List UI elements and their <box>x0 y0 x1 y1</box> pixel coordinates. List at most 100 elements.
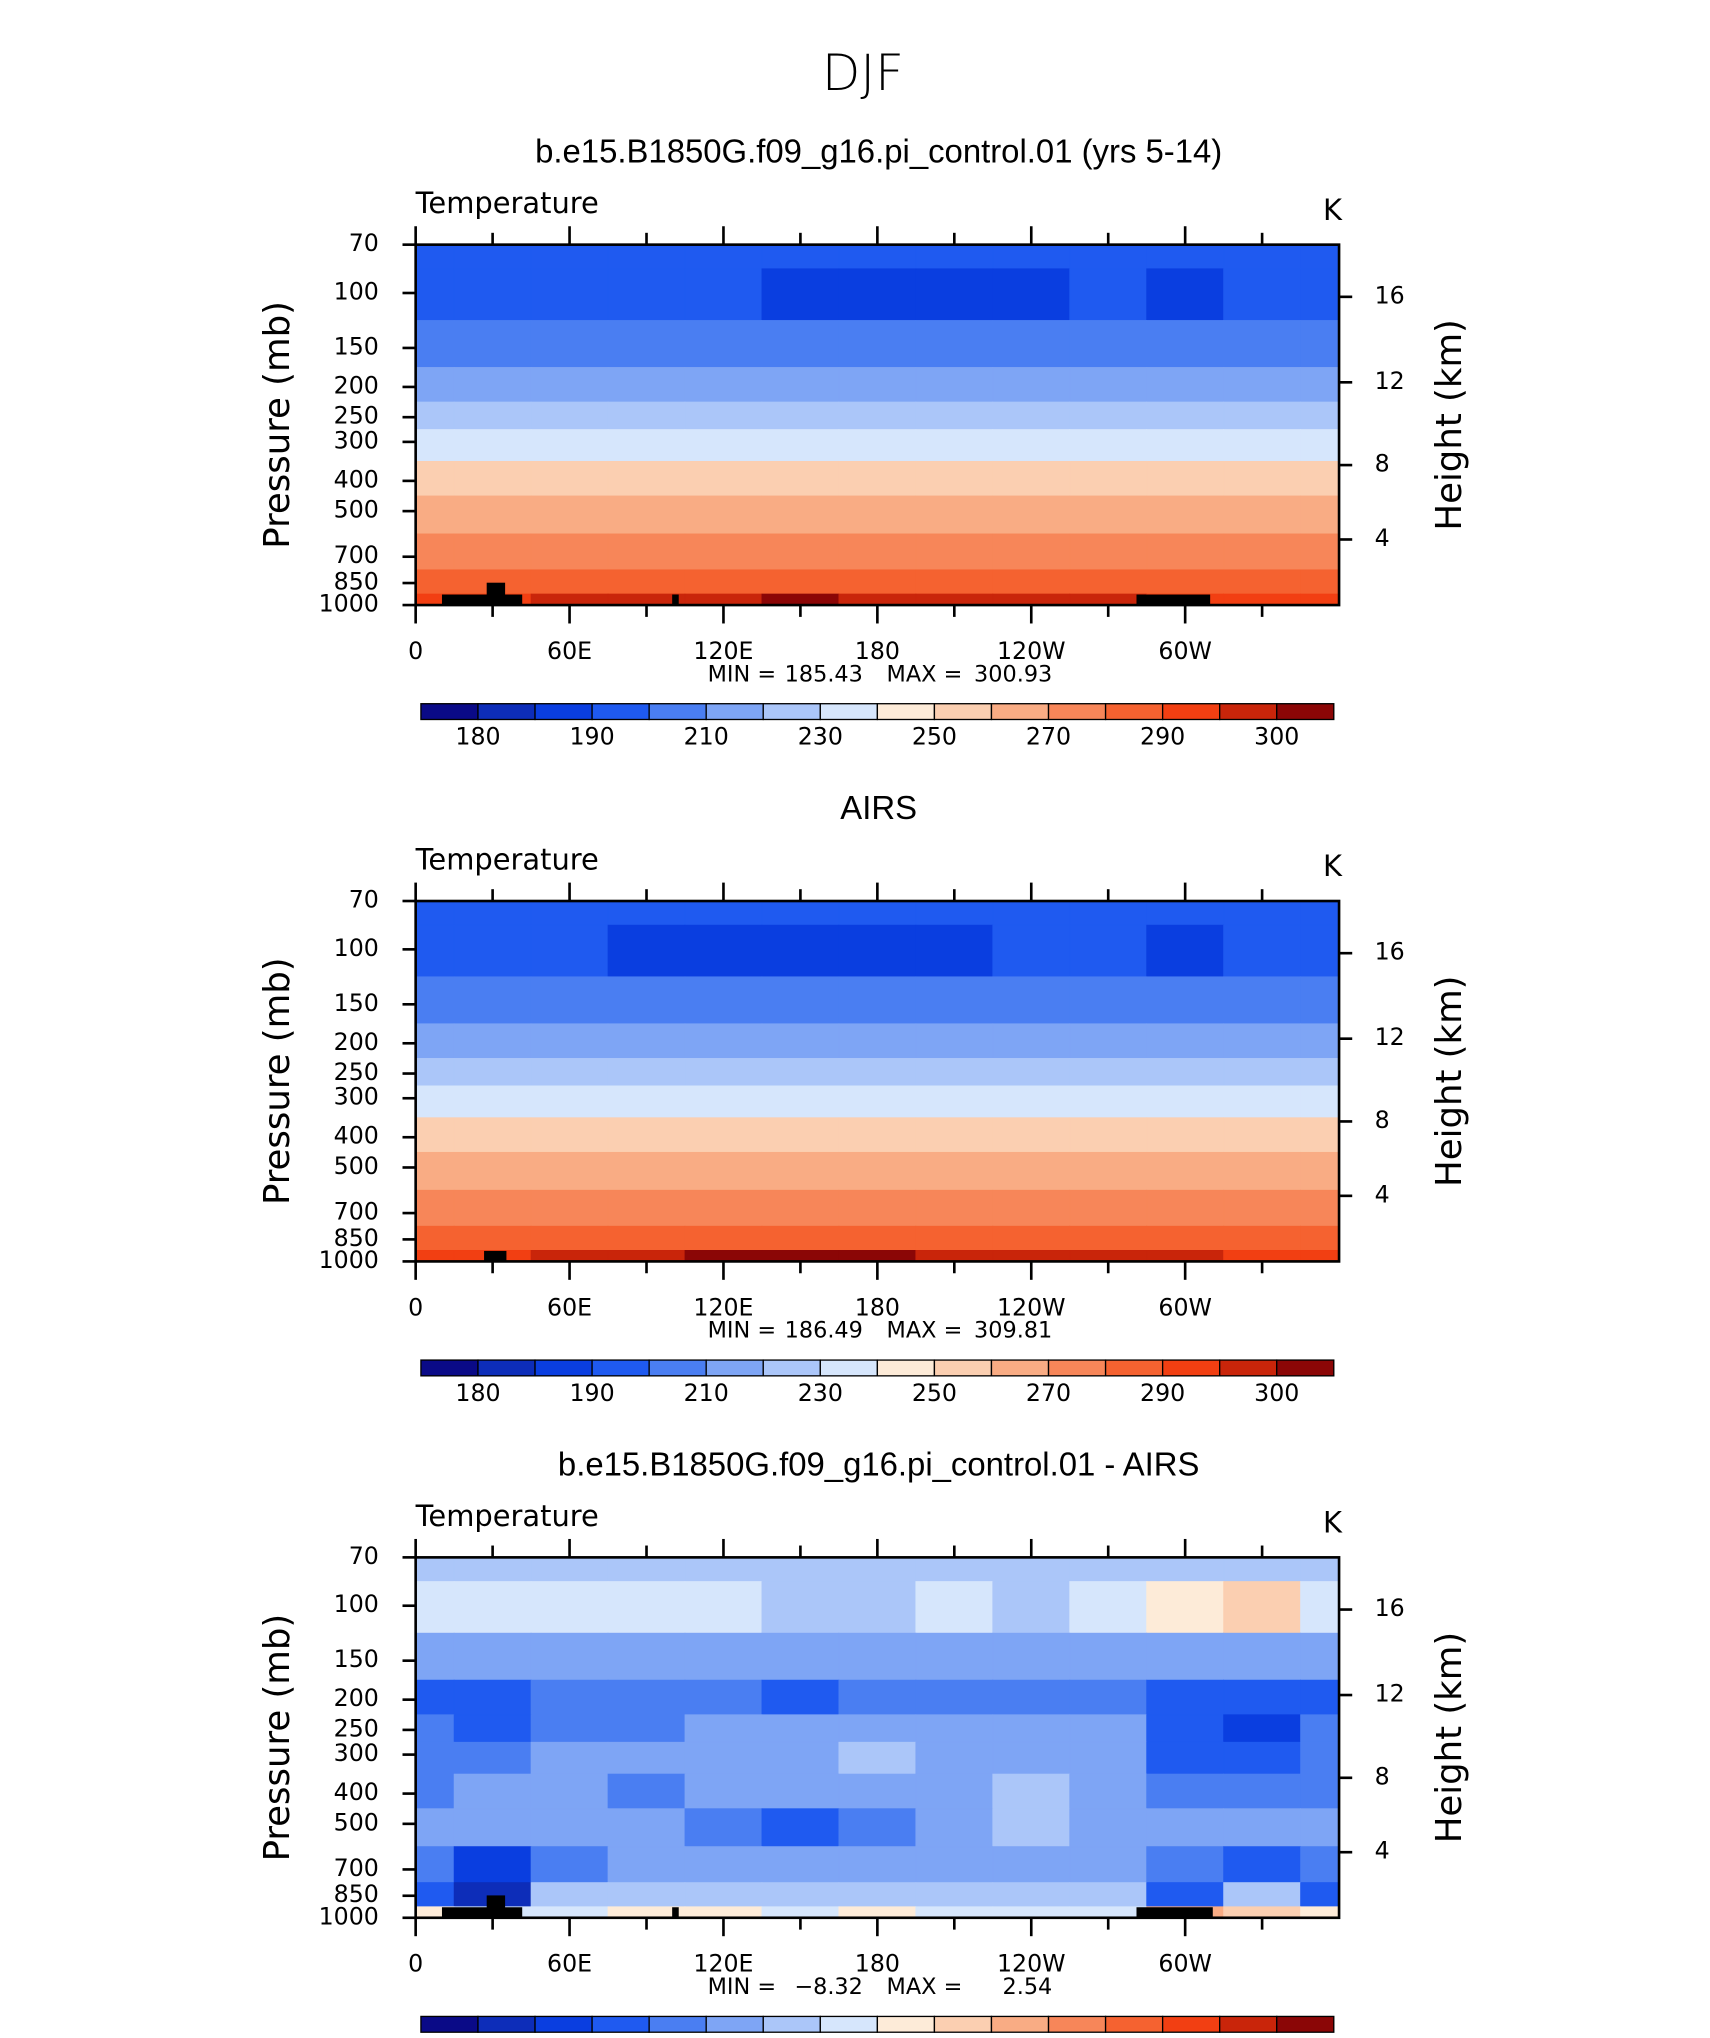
y-tick-label: 300 <box>334 1083 379 1111</box>
x-tick-label: 120E <box>693 1293 753 1321</box>
y-tick-label: 250 <box>334 402 379 430</box>
field-cell <box>915 924 994 978</box>
field-cell <box>915 1023 994 1059</box>
field-cell <box>915 1085 994 1119</box>
field-cell <box>453 976 532 1025</box>
field-cell <box>915 1714 994 1743</box>
colorbar-box <box>705 2015 764 2033</box>
colorbar-label: 300 <box>1254 722 1299 750</box>
field-cell <box>1223 976 1301 1025</box>
field-cell <box>684 460 763 497</box>
field-cell <box>1300 460 1340 497</box>
field-cell <box>1146 1632 1225 1681</box>
field-cell <box>607 1741 686 1775</box>
y-tick-label: 300 <box>334 426 379 454</box>
x-tick-label: 0 <box>408 1950 423 1978</box>
field-cell <box>607 1085 686 1119</box>
field-cell <box>453 1773 532 1810</box>
field-cell <box>1146 268 1225 321</box>
field-cell <box>684 1581 763 1634</box>
field-cell <box>992 1250 1071 1262</box>
field-cell <box>761 569 840 595</box>
field-cell <box>992 1846 1071 1883</box>
left-title: Temperature <box>415 843 599 877</box>
y2-tick-label: 16 <box>1375 281 1405 309</box>
field-cell <box>1069 429 1148 462</box>
field-cell <box>761 1225 840 1251</box>
field-cell <box>1300 1151 1340 1191</box>
field-cell <box>684 401 763 430</box>
field-cell <box>1146 1714 1225 1743</box>
field-cell <box>1146 1679 1225 1716</box>
y2-tick-label: 8 <box>1375 1106 1390 1134</box>
field-cell <box>1223 593 1301 606</box>
field-cell <box>1069 593 1148 606</box>
field-cell <box>415 320 455 368</box>
colorbar-label: 210 <box>684 1379 729 1407</box>
colorbar-label: 7 <box>1212 2035 1227 2038</box>
field-cell <box>607 244 686 270</box>
field-cell <box>992 320 1071 368</box>
field-cell <box>415 1679 455 1716</box>
field-cell <box>992 1151 1071 1191</box>
field-cell <box>838 1556 917 1582</box>
field-cell <box>530 244 609 270</box>
y2-tick-label: 8 <box>1375 1762 1390 1790</box>
field-cell <box>1146 1023 1225 1059</box>
field-cell <box>1146 924 1225 978</box>
field-cell <box>684 1085 763 1119</box>
y-tick-label: 700 <box>334 1854 379 1882</box>
colorbar-label: −1 <box>803 2035 838 2038</box>
field-cell <box>761 1581 840 1634</box>
field-cell <box>1300 1714 1340 1743</box>
field-cell <box>838 1882 917 1908</box>
y-tick-label: 250 <box>334 1058 379 1086</box>
field-cell <box>838 401 917 430</box>
field-cell <box>684 1058 763 1087</box>
field-cell <box>415 460 455 497</box>
field-cell <box>761 244 840 270</box>
min-value: 185.43 <box>785 661 863 687</box>
field-cell <box>1223 1151 1301 1191</box>
field-cell <box>1223 268 1301 321</box>
x-tick-label: 120W <box>997 637 1066 665</box>
x-tick-label: 60E <box>547 1950 592 1978</box>
field-cell <box>1146 1151 1225 1191</box>
field-cell <box>530 1085 609 1119</box>
colorbar-box <box>1219 2015 1278 2033</box>
field-cell <box>915 1556 994 1582</box>
min-caption: MIN = <box>708 1318 776 1344</box>
field-cell <box>607 1250 686 1262</box>
field-cell <box>607 1581 686 1634</box>
colorbar-box <box>1047 2015 1107 2033</box>
field-cell <box>415 569 455 595</box>
field-cell <box>992 1117 1071 1153</box>
field-cell <box>684 1882 763 1908</box>
colorbar-label: 5 <box>1155 2035 1170 2038</box>
field-cell <box>761 900 840 926</box>
field <box>415 244 1340 606</box>
field-cell <box>1300 1741 1340 1775</box>
field-cell <box>415 1189 455 1227</box>
field-cell <box>761 1117 840 1153</box>
field-cell <box>1069 1189 1148 1227</box>
field-cell <box>453 1556 532 1582</box>
field-cell <box>838 1808 917 1848</box>
field-cell <box>838 1250 917 1262</box>
field-cell <box>530 569 609 595</box>
field-cell <box>838 1741 917 1775</box>
colorbar-label: 290 <box>1140 722 1185 750</box>
field-cell <box>530 1556 609 1582</box>
x-tick-label: 60E <box>547 1293 592 1321</box>
field-cell <box>453 460 532 497</box>
colorbar-label: 250 <box>912 722 957 750</box>
colorbar-label: −2 <box>746 2035 781 2038</box>
field-cell <box>915 244 994 270</box>
field-cell <box>415 429 455 462</box>
field-cell <box>1223 367 1301 403</box>
y-tick-label: 100 <box>334 1590 379 1618</box>
field-cell <box>838 1023 917 1059</box>
field-cell <box>1223 320 1301 368</box>
field-cell <box>761 495 840 535</box>
